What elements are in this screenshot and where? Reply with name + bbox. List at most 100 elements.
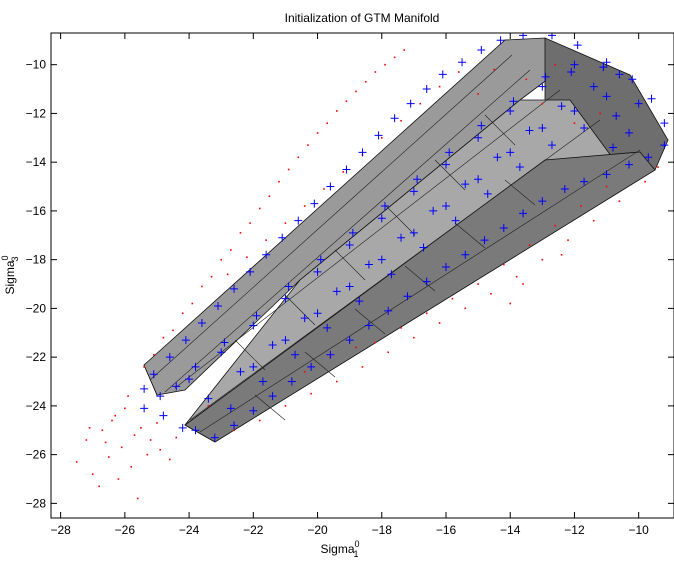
data-point-red xyxy=(387,351,389,354)
data-point-blue-plus xyxy=(451,216,460,225)
y-tick-label: −26 xyxy=(26,448,47,462)
data-point-blue-plus xyxy=(509,97,518,106)
data-point-blue-plus xyxy=(364,321,373,330)
data-point-blue-plus xyxy=(515,163,524,172)
x-tick-label: −16 xyxy=(436,523,457,537)
data-point-blue-plus xyxy=(332,287,341,296)
data-point-blue-plus xyxy=(547,141,556,150)
data-point-blue-plus xyxy=(445,148,454,157)
data-point-red xyxy=(130,466,133,468)
data-point-red xyxy=(605,185,608,188)
data-point-red xyxy=(287,168,290,171)
data-point-blue-plus xyxy=(429,206,438,215)
data-point-red xyxy=(477,283,479,285)
y-tick-label: −24 xyxy=(26,399,47,413)
data-point-red xyxy=(493,68,495,71)
data-point-blue-plus xyxy=(284,282,293,291)
data-point-blue-plus xyxy=(628,75,637,84)
data-point-blue-plus xyxy=(281,294,290,303)
data-point-blue-plus xyxy=(461,180,470,189)
data-point-red xyxy=(162,336,165,339)
data-point-red xyxy=(120,446,123,449)
data-point-blue-plus xyxy=(474,175,483,184)
data-point-blue-plus xyxy=(377,214,386,223)
data-point-red xyxy=(246,256,248,259)
data-point-red xyxy=(393,56,396,59)
data-point-red xyxy=(374,341,377,344)
data-point-red xyxy=(515,275,518,278)
data-point-blue-plus xyxy=(197,319,206,328)
data-point-red xyxy=(361,366,364,368)
data-point-red xyxy=(307,144,309,146)
data-point-blue-plus xyxy=(406,99,415,108)
data-point-blue-plus xyxy=(364,260,373,269)
data-point-red xyxy=(149,439,152,441)
data-point-red xyxy=(108,456,110,458)
data-point-blue-plus xyxy=(557,102,566,111)
data-point-blue-plus xyxy=(342,165,351,174)
data-point-red xyxy=(133,434,136,436)
data-point-red xyxy=(554,63,556,66)
data-point-red xyxy=(201,285,203,288)
data-point-red xyxy=(146,453,149,456)
data-point-blue-plus xyxy=(355,297,364,306)
data-point-red xyxy=(403,49,406,51)
data-point-blue-plus xyxy=(220,338,229,347)
data-point-blue-plus xyxy=(461,250,470,259)
data-point-blue-plus xyxy=(287,377,296,386)
data-point-red xyxy=(233,429,235,432)
data-point-blue-plus xyxy=(580,124,589,133)
data-point-red xyxy=(310,392,312,395)
y-axis: −28 −26 −24 −22 −20 −18 −16 −14 −12 −10 xyxy=(26,58,674,510)
data-point-red xyxy=(136,497,139,500)
data-point-red xyxy=(258,207,261,210)
data-point-blue-plus xyxy=(278,233,287,242)
data-point-red xyxy=(541,258,544,261)
data-point-blue-plus xyxy=(358,148,367,157)
data-point-blue-plus xyxy=(185,375,194,384)
data-point-blue-plus xyxy=(390,114,399,123)
data-point-red xyxy=(419,102,422,105)
data-point-blue-plus xyxy=(625,128,634,137)
data-point-blue-plus xyxy=(589,82,598,91)
data-point-red xyxy=(127,395,129,397)
data-point-blue-plus xyxy=(316,255,325,264)
data-point-blue-plus xyxy=(602,92,611,101)
data-point-blue-plus xyxy=(458,58,467,67)
data-point-blue-plus xyxy=(506,148,515,157)
data-point-blue-plus xyxy=(573,41,582,50)
x-tick-label: −28 xyxy=(50,523,71,537)
data-point-red xyxy=(522,283,524,285)
data-point-blue-plus xyxy=(345,336,354,345)
data-point-red xyxy=(297,156,300,159)
data-point-blue-plus xyxy=(236,367,245,376)
data-point-red xyxy=(284,222,287,224)
data-point-blue-plus xyxy=(397,233,406,242)
data-point-red xyxy=(384,63,386,66)
data-point-blue-plus xyxy=(249,406,258,415)
data-point-blue-plus xyxy=(345,282,354,291)
data-point-blue-plus xyxy=(506,106,515,115)
data-point-red xyxy=(91,473,94,475)
data-point-blue-plus xyxy=(438,70,447,79)
y-axis-label: Sigma03 xyxy=(0,255,20,294)
data-point-blue-plus xyxy=(480,236,489,245)
x-tick-label: −20 xyxy=(307,523,328,537)
x-tick-label: −26 xyxy=(115,523,136,537)
data-point-red xyxy=(374,71,377,73)
data-point-red xyxy=(239,232,242,234)
data-point-blue-plus xyxy=(210,433,219,442)
data-point-blue-plus xyxy=(300,314,309,323)
data-point-red xyxy=(560,253,563,256)
data-point-red xyxy=(364,80,367,83)
data-point-red xyxy=(191,302,194,305)
data-point-red xyxy=(554,224,556,227)
data-point-red xyxy=(336,110,338,112)
manifold-grid-lines xyxy=(149,54,641,433)
data-point-blue-plus xyxy=(608,143,617,152)
data-point-red xyxy=(573,122,576,124)
data-point-blue-plus xyxy=(422,277,431,286)
data-point-red xyxy=(303,205,306,207)
data-point-blue-plus xyxy=(519,33,528,40)
data-point-blue-plus xyxy=(647,94,656,103)
